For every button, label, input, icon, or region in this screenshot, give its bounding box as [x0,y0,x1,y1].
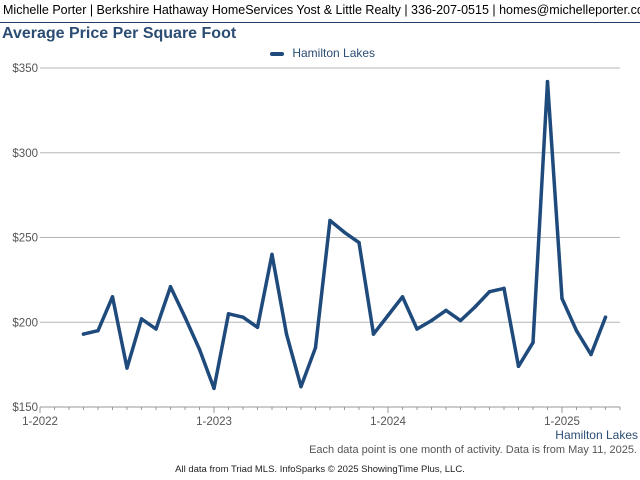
y-tick-label: $150 [12,402,38,414]
data-point [545,79,550,84]
data-point [313,345,318,350]
x-tick-label: 1-2024 [370,416,406,428]
data-source: All data from Triad MLS. InfoSparks © 20… [175,464,465,475]
y-tick-label: $300 [12,148,38,160]
data-point [125,366,129,370]
x-tick-label: 1-2023 [196,416,232,428]
data-point [502,286,506,291]
data-point [560,296,564,301]
data-point [429,318,434,323]
legend: Hamilton Lakes [270,46,375,60]
legend-label: Hamilton Lakes [292,46,376,60]
data-point [603,315,608,319]
data-point [342,230,347,235]
data-point [226,312,231,316]
data-point [183,315,187,319]
data-point [197,347,202,352]
data-point [270,252,274,257]
x-tick-label: 1-2025 [544,416,580,428]
data-point [154,327,158,331]
data-note: Each data point is one month of activity… [309,444,637,456]
data-point [168,284,173,289]
data-point [212,386,216,391]
data-point [473,305,477,309]
data-point [328,218,332,223]
y-tick-label: $350 [12,63,38,75]
y-tick-label: $250 [12,233,38,245]
data-point [255,325,260,330]
data-point [357,240,361,245]
legend-swatch [270,51,284,56]
data-point [241,315,245,319]
series-line-hamilton-lakes [81,79,608,391]
data-point [371,332,376,336]
data-point [400,295,405,299]
data-point [458,318,463,323]
x-tick-label: 1-2022 [22,416,58,428]
data-point [386,313,390,318]
data-point [574,329,579,333]
y-tick-label: $200 [12,317,38,329]
data-point [139,317,144,321]
data-point [299,384,303,389]
agent-contact-info: Michelle Porter | Berkshire Hathaway Hom… [3,3,640,17]
data-point [589,352,593,357]
data-point [415,327,419,331]
data-point [284,332,289,336]
data-point [81,332,86,336]
data-point [96,329,100,333]
data-point [531,340,535,345]
data-point [444,308,448,313]
data-point [516,364,521,369]
series-corner-label: Hamilton Lakes [555,428,638,442]
data-point [110,295,115,299]
data-point [487,290,492,294]
header-bar: Michelle Porter | Berkshire Hathaway Hom… [0,0,640,23]
chart-title: Average Price Per Square Foot [2,25,237,42]
